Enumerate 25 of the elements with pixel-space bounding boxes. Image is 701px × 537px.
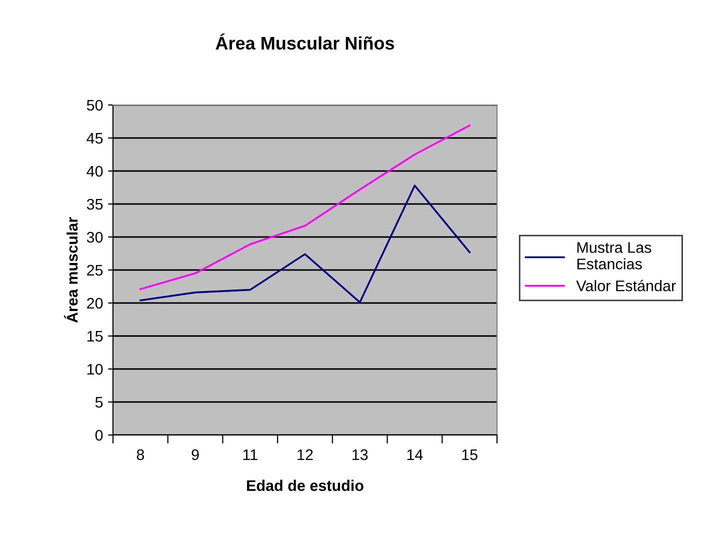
y-tick-label: 15 [87, 331, 103, 342]
y-tick-label: 25 [87, 264, 103, 276]
x-tick-label: 14 [407, 449, 423, 460]
y-tick-label: 40 [86, 166, 103, 177]
x-tick-label: 9 [192, 449, 199, 460]
y-tick-label: 45 [86, 133, 103, 144]
legend-label: Mustra Las Estancias [577, 242, 652, 270]
x-tick-label: 15 [462, 449, 478, 460]
x-tick-label: 13 [352, 449, 368, 460]
legend-label: Valor Estándar [576, 280, 676, 292]
line-series [140, 184, 470, 304]
y-tick-label: 5 [95, 397, 103, 408]
x-axis-title: Edad de estudio [247, 480, 364, 492]
y-tick-label: 20 [87, 298, 103, 309]
x-tick-label: 11 [243, 449, 258, 460]
chart-title: Área Muscular Niños [216, 33, 394, 50]
y-axis-title: Área muscular [64, 217, 78, 323]
y-tick-label: 50 [86, 100, 103, 111]
y-tick-label: 30 [86, 232, 103, 243]
y-tick-label: 0 [95, 430, 103, 441]
line-series [140, 124, 470, 290]
y-tick-label: 10 [87, 364, 103, 375]
y-tick-label: 35 [86, 198, 103, 210]
x-tick-label: 8 [136, 449, 144, 460]
x-tick-label: 12 [298, 449, 313, 460]
